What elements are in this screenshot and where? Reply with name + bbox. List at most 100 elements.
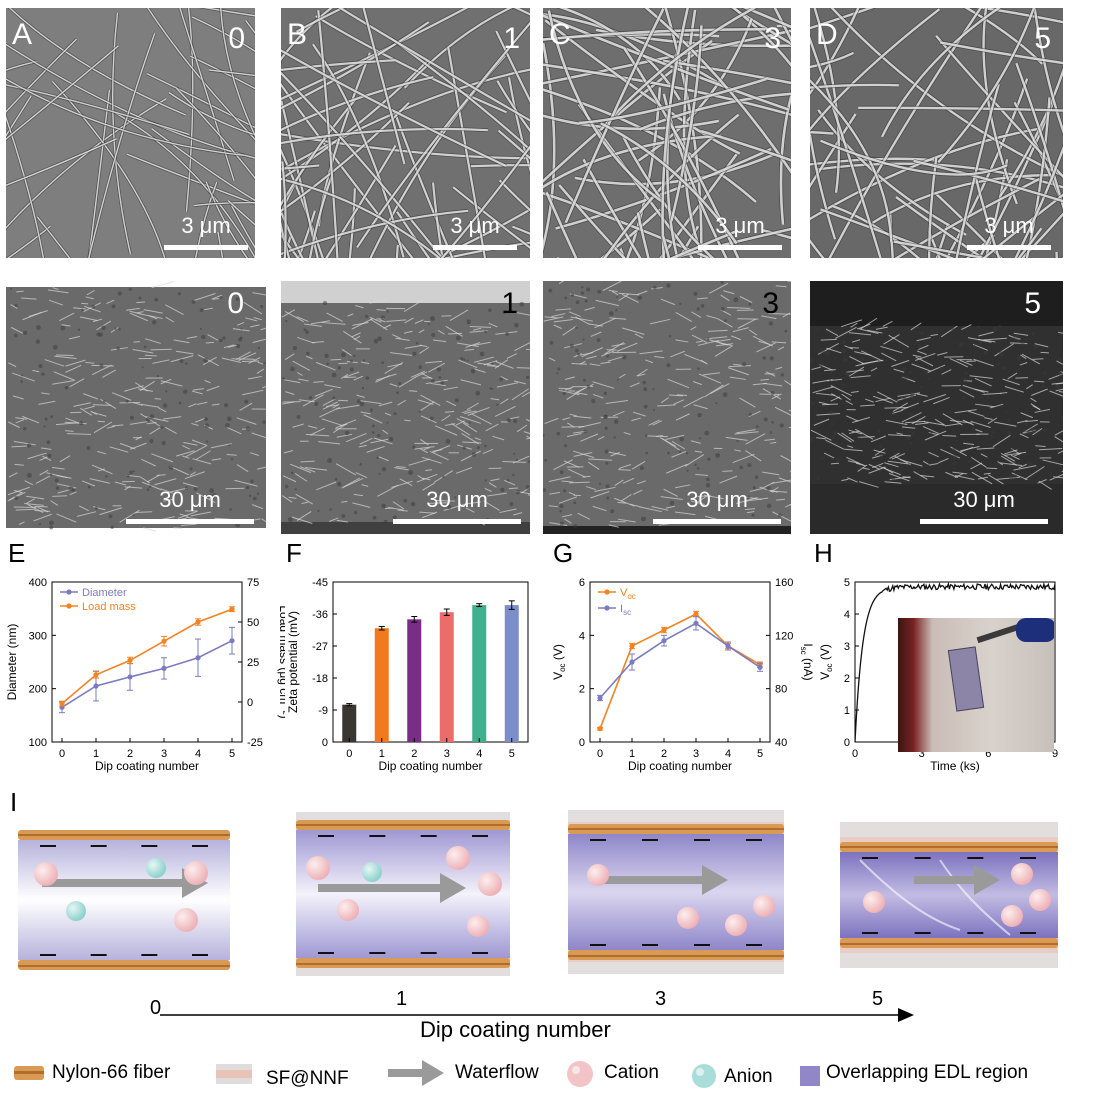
y2-tick-label: 50 <box>247 617 259 629</box>
fiber-strand <box>451 422 471 436</box>
pore <box>1013 474 1018 479</box>
pore <box>398 381 402 385</box>
fiber-strand <box>655 434 663 438</box>
fiber-strand <box>7 362 17 368</box>
series-line <box>61 608 233 705</box>
y-tick-label: 100 <box>29 737 47 749</box>
fiber-strand <box>761 315 777 320</box>
fiber-strand <box>920 475 935 478</box>
fiber-strand <box>573 452 593 457</box>
data-point <box>195 619 201 625</box>
fiber-strand <box>815 392 836 396</box>
fiber-strand <box>111 424 124 427</box>
fiber-strand <box>1018 463 1027 469</box>
pore <box>146 488 150 492</box>
pore <box>403 498 408 503</box>
pore <box>290 471 294 475</box>
fiber-strand <box>129 421 148 425</box>
x-tick-label: 0 <box>346 748 352 760</box>
pore <box>332 396 336 400</box>
fiber-strand <box>860 350 883 362</box>
fiber <box>999 67 1063 197</box>
pore <box>128 287 133 291</box>
fiber-strand <box>569 481 590 484</box>
panel-letter: C <box>549 18 571 51</box>
fiber-strand <box>18 521 25 525</box>
fiber-strand <box>285 391 295 395</box>
fiber-strand <box>848 429 862 435</box>
fiber-texture <box>6 8 255 258</box>
x-tick-label: 1 <box>379 748 385 760</box>
fiber-strand <box>778 477 791 483</box>
fiber <box>317 9 339 258</box>
fiber <box>281 127 488 145</box>
fiber-strand <box>1061 470 1063 473</box>
pore <box>1048 454 1053 458</box>
fiber <box>945 78 1029 258</box>
pore <box>14 303 18 308</box>
fiber-strand <box>549 522 568 527</box>
fiber-strand <box>513 380 526 385</box>
fiber-strand <box>51 466 65 470</box>
fiber-strand <box>242 389 264 396</box>
fiber-strand <box>422 477 431 481</box>
pore <box>909 441 913 445</box>
pore <box>669 500 675 506</box>
fiber-strand <box>986 467 998 470</box>
pore <box>77 328 81 331</box>
pore <box>983 350 988 355</box>
coating-count: 3 <box>762 287 779 320</box>
fiber-strand <box>823 452 835 459</box>
fiber-strand <box>377 484 399 497</box>
fiber-strand <box>859 323 871 329</box>
pore <box>260 305 264 309</box>
fiber-strand <box>138 388 153 392</box>
pore <box>920 331 924 335</box>
fiber-strand <box>645 359 654 364</box>
fiber-strand <box>512 455 530 464</box>
fiber-strand <box>1019 433 1029 439</box>
fiber-strand <box>12 372 35 382</box>
pore <box>637 295 643 301</box>
fiber-strand <box>914 352 936 362</box>
fiber-strand <box>594 486 616 493</box>
fiber-strand <box>477 362 496 366</box>
fiber-strand <box>83 393 98 400</box>
fiber-strand <box>151 453 174 463</box>
fiber-strand <box>772 487 779 492</box>
fiber-strand <box>197 401 208 406</box>
fiber-strand <box>417 474 425 480</box>
pore <box>768 321 774 326</box>
fiber-strand <box>433 445 451 453</box>
pore <box>705 483 711 488</box>
pore <box>573 524 578 528</box>
fiber-strand <box>352 502 371 508</box>
anion <box>66 901 86 921</box>
pore <box>596 338 601 343</box>
cation <box>587 864 609 886</box>
fiber <box>193 201 255 207</box>
pore <box>1007 418 1011 423</box>
pore <box>138 296 142 300</box>
fiber-strand <box>784 503 791 508</box>
fiber-strand <box>1000 462 1023 467</box>
fiber-strand <box>700 359 708 365</box>
pore <box>189 467 193 471</box>
fibril <box>939 859 1011 936</box>
fiber-strand <box>1010 454 1020 460</box>
waterflow-arrow <box>604 865 728 895</box>
fiber-strand <box>111 392 132 401</box>
fiber <box>281 59 396 71</box>
fiber-strand <box>551 313 566 318</box>
fiber-strand <box>15 419 25 424</box>
pore <box>890 412 895 417</box>
fiber-strand <box>99 507 123 516</box>
pore <box>707 457 711 461</box>
fiber-strand <box>860 404 875 407</box>
data-point <box>693 611 699 617</box>
pore <box>455 335 461 341</box>
fiber-strand <box>360 361 370 365</box>
pore <box>36 325 41 330</box>
fiber-strand <box>612 410 625 417</box>
panel-letter: A <box>12 18 33 51</box>
